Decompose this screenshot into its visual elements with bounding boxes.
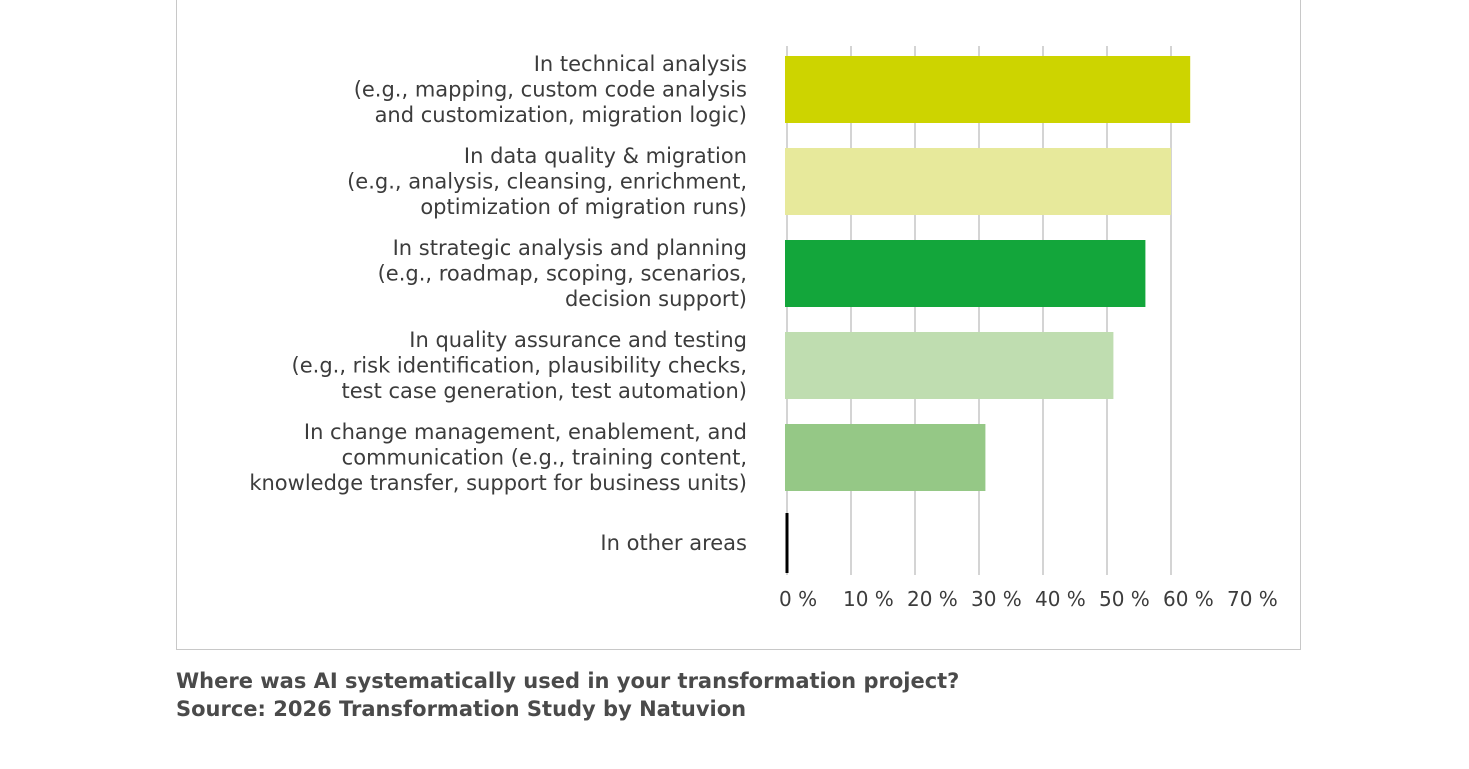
- bars: [785, 56, 1191, 573]
- category-label-line: In technical analysis: [534, 52, 747, 76]
- category-label-line: In data quality & migration: [464, 144, 747, 168]
- x-axis-ticks: 0 % 10 % 20 % 30 % 40 % 50 % 60 % 70 %: [779, 587, 1278, 611]
- category-label-line: and customization, migration logic): [375, 103, 747, 127]
- x-tick-label: 40 %: [1035, 587, 1086, 611]
- bar: [785, 332, 1114, 399]
- chart-question: Where was AI systematically used in your…: [176, 669, 960, 693]
- category-label-line: In other areas: [600, 531, 747, 555]
- x-tick-label: 20 %: [907, 587, 958, 611]
- bar: [785, 424, 986, 491]
- category-label-line: communication (e.g., training content,: [342, 446, 747, 470]
- bar: [785, 513, 789, 573]
- category-label-line: In quality assurance and testing: [409, 328, 747, 352]
- x-tick-label: 60 %: [1163, 587, 1214, 611]
- category-label-line: optimization of migration runs): [420, 195, 747, 219]
- x-tick-label: 70 %: [1227, 587, 1278, 611]
- bar-chart: In technical analysis (e.g., mapping, cus…: [249, 46, 1278, 611]
- chart-source: Source: 2026 Transformation Study by Nat…: [176, 697, 747, 721]
- category-label: In quality assurance and testing (e.g., r…: [292, 328, 747, 403]
- x-tick-label: 0 %: [779, 587, 817, 611]
- category-label: In change management, enablement, and com…: [249, 420, 747, 495]
- category-label-line: knowledge transfer, support for business…: [249, 471, 747, 495]
- category-label: In strategic analysis and planning (e.g.,…: [378, 236, 747, 311]
- category-label-line: test case generation, test automation): [341, 379, 747, 403]
- category-label: In data quality & migration (e.g., analys…: [347, 144, 747, 219]
- category-label-line: In change management, enablement, and: [304, 420, 747, 444]
- x-tick-label: 50 %: [1099, 587, 1150, 611]
- chart-panel: In technical analysis (e.g., mapping, cus…: [176, 0, 1301, 650]
- category-label-line: (e.g., mapping, custom code analysis: [354, 78, 747, 102]
- gridlines: [786, 46, 1172, 575]
- x-tick-label: 10 %: [843, 587, 894, 611]
- category-label-line: (e.g., roadmap, scoping, scenarios,: [378, 262, 747, 286]
- category-label-line: decision support): [565, 287, 747, 311]
- bar: [785, 148, 1171, 215]
- x-tick-label: 30 %: [971, 587, 1022, 611]
- category-label-line: In strategic analysis and planning: [393, 236, 747, 260]
- bar: [785, 56, 1191, 123]
- category-label: In technical analysis (e.g., mapping, cus…: [354, 52, 747, 127]
- category-label: In other areas: [600, 531, 747, 555]
- bar: [785, 240, 1146, 307]
- category-label-line: (e.g., risk identification, plausibility…: [292, 354, 747, 378]
- category-label-line: (e.g., analysis, cleansing, enrichment,: [347, 170, 747, 194]
- category-labels: In technical analysis (e.g., mapping, cus…: [249, 52, 747, 555]
